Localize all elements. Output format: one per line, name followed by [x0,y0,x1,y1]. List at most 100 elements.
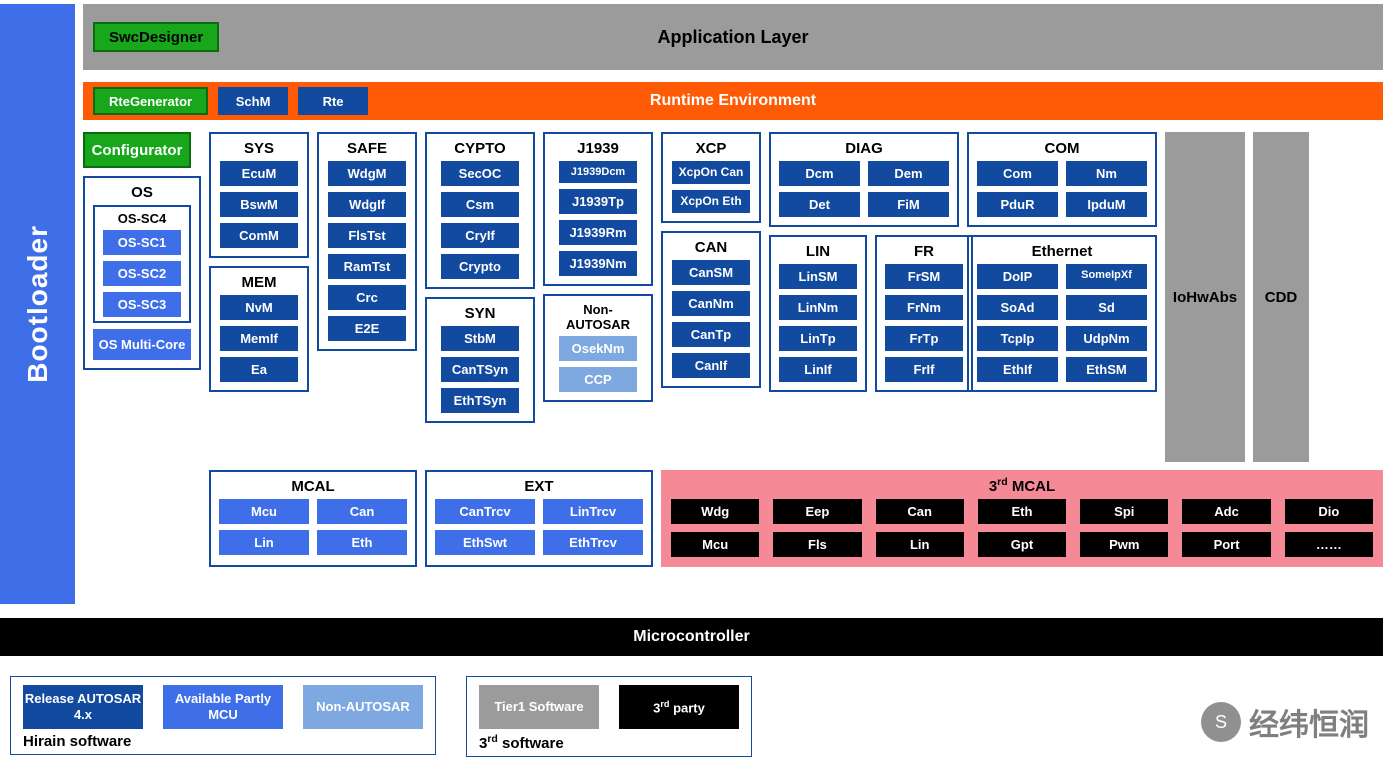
eth-someipxf: SomeIpXf [1066,264,1147,289]
cdd-label: CDD [1265,289,1298,306]
cdd-panel: CDD [1253,132,1309,462]
ext-ethswt: EthSwt [435,530,535,555]
ext-cantrcv: CanTrcv [435,499,535,524]
eth-sd: Sd [1066,295,1147,320]
can-title: CAN [671,239,751,256]
xcp-eth: XcpOn Eth [672,190,750,213]
crypto-group: CYPTO SecOC Csm CryIf Crypto [425,132,535,289]
swc-designer-block: SwcDesigner [93,22,219,52]
tm-lin: Lin [876,532,964,557]
mem-ea: Ea [220,357,298,382]
safe-flstst: FlsTst [328,223,406,248]
col-xcp-can: XCP XcpOn Can XcpOn Eth CAN CanSM CanNm … [661,132,761,462]
legend-thirdparty: 3rd party [619,685,739,729]
os-sc-stack: OS-SC1 OS-SC2 OS-SC3 [101,230,183,317]
os-sc2: OS-SC2 [103,261,181,286]
diagram-root: Bootloader SwcDesigner Application Layer… [0,0,1393,604]
lin-group: LIN LinSM LinNm LinTp LinIf [769,235,867,392]
j1939-tp: J1939Tp [559,189,637,214]
tm-eth: Eth [978,499,1066,524]
nonautosar-title: Non-AUTOSAR [553,302,643,332]
tm-pwm: Pwm [1080,532,1168,557]
xcp-title: XCP [671,140,751,157]
can-sm: CanSM [672,260,750,285]
sys-title: SYS [219,140,299,157]
com-title: COM [977,140,1147,157]
os-title: OS [93,184,191,201]
eth-tcpip: TcpIp [977,326,1058,351]
ext-lintrcv: LinTrcv [543,499,643,524]
legend-third: Tier1 Software 3rd party 3rd software [466,676,752,757]
mcal-mcu: Mcu [219,499,309,524]
mcal-title: MCAL [219,478,407,495]
eth-ethif: EthIf [977,357,1058,382]
os-sc4-title: OS-SC4 [101,211,183,226]
mcal-group: MCAL Mcu Can Lin Eth [209,470,417,567]
safe-group: SAFE WdgM WdgIf FlsTst RamTst Crc E2E [317,132,417,351]
application-layer-bar: SwcDesigner Application Layer [83,4,1383,70]
legend-release: Release AUTOSAR 4.x [23,685,143,729]
diag-dem: Dem [868,161,949,186]
configurator-block: Configurator [83,132,191,168]
tm-can: Can [876,499,964,524]
legend-hirain-caption: Hirain software [23,733,423,750]
legend-hirain: Release AUTOSAR 4.x Available Partly MCU… [10,676,436,755]
mcal-can: Can [317,499,407,524]
tm-adc: Adc [1182,499,1270,524]
iohwabs-panel: IoHwAbs [1165,132,1245,462]
watermark-text: 经纬恒润 [1249,700,1369,744]
j1939-nm: J1939Nm [559,251,637,276]
tm-spi: Spi [1080,499,1168,524]
mem-title: MEM [219,274,299,291]
fr-if: FrIf [885,357,963,382]
ext-ethtrcv: EthTrcv [543,530,643,555]
rte-block: Rte [298,87,368,115]
safe-crc: Crc [328,285,406,310]
can-nm: CanNm [672,291,750,316]
watermark: S 经纬恒润 [1201,700,1369,744]
com-com: Com [977,161,1058,186]
syn-stbm: StbM [441,326,519,351]
col-crypto-syn: CYPTO SecOC Csm CryIf Crypto SYN StbM Ca… [425,132,535,462]
mcal-eth: Eth [317,530,407,555]
tm-dio: Dio [1285,499,1373,524]
syn-cantsyn: CanTSyn [441,357,519,382]
safe-e2e: E2E [328,316,406,341]
nonautosar-group: Non-AUTOSAR OsekNm CCP [543,294,653,402]
j1939-rm: J1939Rm [559,220,637,245]
sys-group: SYS EcuM BswM ComM [209,132,309,258]
col-os: Configurator OS OS-SC4 OS-SC1 OS-SC2 OS-… [83,132,201,462]
diag-group: DIAG Dcm Dem Det FiM [769,132,959,227]
bsw-area: Configurator OS OS-SC4 OS-SC1 OS-SC2 OS-… [83,132,1383,462]
os-sc4-group: OS-SC4 OS-SC1 OS-SC2 OS-SC3 [93,205,191,323]
can-group: CAN CanSM CanNm CanTp CanIf [661,231,761,388]
xcp-can: XcpOn Can [672,161,750,184]
crypto-cryif: CryIf [441,223,519,248]
crypto-title: CYPTO [435,140,525,157]
can-tp: CanTp [672,322,750,347]
safe-wdgif: WdgIf [328,192,406,217]
schm-block: SchM [218,87,288,115]
j1939-group: J1939 J1939Dcm J1939Tp J1939Rm J1939Nm [543,132,653,286]
col-safe: SAFE WdgM WdgIf FlsTst RamTst Crc E2E [317,132,417,462]
legend-available: Available Partly MCU [163,685,283,729]
third-mcal-group: 3rd MCAL Wdg Eep Can Eth Spi Adc Dio Mcu… [661,470,1383,567]
safe-wdgm: WdgM [328,161,406,186]
tm-gpt: Gpt [978,532,1066,557]
eth-doip: DoIP [977,264,1058,289]
xcp-group: XCP XcpOn Can XcpOn Eth [661,132,761,223]
sys-comm: ComM [220,223,298,248]
mem-nvm: NvM [220,295,298,320]
eth-udpnm: UdpNm [1066,326,1147,351]
ext-group: EXT CanTrcv LinTrcv EthSwt EthTrcv [425,470,653,567]
application-layer-title: Application Layer [657,27,808,48]
tm-port: Port [1182,532,1270,557]
com-group: COM Com Nm PduR IpduM [967,132,1157,227]
eth-ethsm: EthSM [1066,357,1147,382]
col-j1939: J1939 J1939Dcm J1939Tp J1939Rm J1939Nm N… [543,132,653,462]
j1939-dcm: J1939Dcm [559,161,637,183]
bootloader-panel: Bootloader [0,4,75,604]
diag-title: DIAG [779,140,949,157]
sys-ecum: EcuM [220,161,298,186]
com-pdur: PduR [977,192,1058,217]
